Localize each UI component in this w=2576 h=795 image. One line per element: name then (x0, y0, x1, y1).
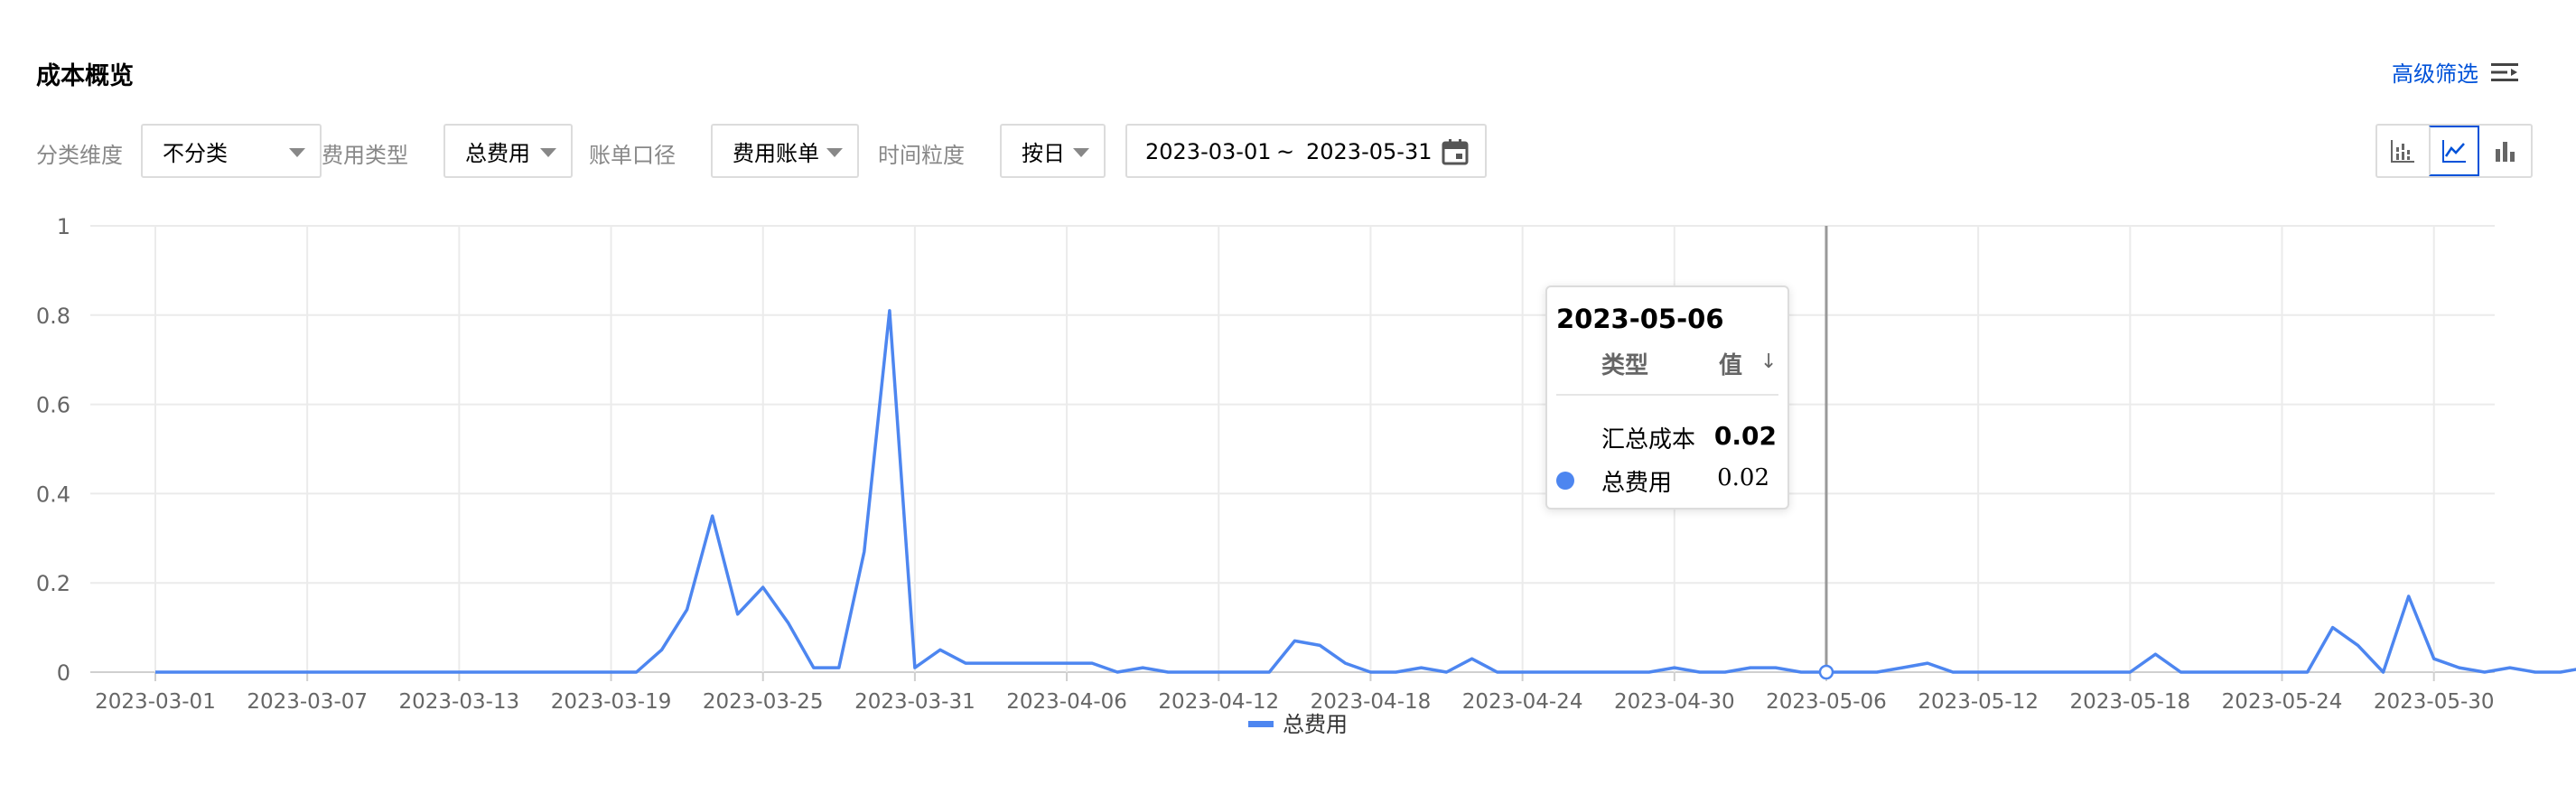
y-tick-label: 0 (57, 660, 70, 686)
x-tick-label: 2023-05-24 (2222, 690, 2343, 714)
chevron-down-icon (289, 148, 305, 157)
fee-type-label: 费用类型 (322, 143, 408, 168)
x-tick-label: 2023-05-12 (1918, 690, 2039, 714)
filter-list-icon (2491, 62, 2518, 81)
date-range-start: 2023-03-01 (1145, 139, 1272, 164)
tooltip-total-label: 汇总成本 (1601, 426, 1696, 454)
bill-caliber-select[interactable]: 费用账单 (711, 124, 859, 178)
tooltip-total-value: 0.02 (1713, 421, 1777, 451)
tooltip-series-label: 总费用 (1601, 470, 1673, 497)
x-tick-label: 2023-04-06 (1006, 690, 1127, 714)
time-granularity-select[interactable]: 按日 (1000, 124, 1106, 178)
chevron-down-icon (826, 148, 843, 157)
tooltip-series-value: 0.02 (1717, 464, 1769, 491)
calendar-icon (1442, 139, 1469, 165)
x-tick-label: 2023-04-24 (1462, 690, 1583, 714)
x-tick-label: 2023-05-30 (2374, 690, 2495, 714)
fee-type-select[interactable]: 总费用 (443, 124, 573, 178)
stacked-bar-view-button[interactable] (2377, 126, 2429, 176)
date-range-end: 2023-05-31 (1306, 139, 1433, 164)
highlight-point (1818, 664, 1834, 680)
stacked-bar-chart-icon (2391, 140, 2415, 163)
bill-caliber-label: 账单口径 (589, 143, 676, 168)
time-granularity-value: 按日 (1022, 140, 1065, 166)
advanced-filter-button[interactable]: 高级筛选 (2392, 56, 2518, 88)
x-tick-label: 2023-03-19 (551, 690, 672, 714)
tooltip-column-value: 值 (1719, 352, 1743, 379)
chevron-down-icon (1073, 148, 1089, 157)
y-tick-label: 1 (57, 214, 70, 239)
sort-arrow-icon[interactable]: ↓ (1760, 351, 1778, 373)
x-tick-label: 2023-04-12 (1158, 690, 1279, 714)
x-tick-label: 2023-03-01 (95, 690, 216, 714)
x-tick-label: 2023-05-18 (2070, 690, 2191, 714)
x-tick-label: 2023-03-13 (399, 690, 520, 714)
x-tick-label: 2023-04-18 (1311, 690, 1432, 714)
line-chart-icon (2442, 140, 2466, 163)
tooltip-divider (1556, 394, 1778, 396)
bill-caliber-value: 费用账单 (733, 140, 819, 166)
y-tick-label: 0.8 (36, 304, 70, 329)
fee-type-value: 总费用 (465, 140, 530, 166)
legend-label: 总费用 (1283, 712, 1348, 737)
y-tick-label: 0.6 (36, 393, 70, 418)
category-dimension-label: 分类维度 (36, 143, 123, 168)
x-tick-label: 2023-04-30 (1614, 690, 1735, 714)
tooltip-date: 2023-05-06 (1556, 304, 1724, 334)
chart-view-switch (2375, 124, 2533, 178)
x-tick-label: 2023-03-07 (247, 690, 368, 714)
series-dot-icon (1556, 472, 1574, 490)
x-tick-label: 2023-03-25 (703, 690, 824, 714)
series-line-总费用 (155, 309, 2576, 674)
y-tick-label: 0.4 (36, 482, 70, 507)
tooltip-column-type: 类型 (1601, 352, 1649, 379)
chart-tooltip: 2023-05-06 类型 值 ↓ 汇总成本 0.02 总费用 0.02 (1545, 285, 1789, 510)
time-granularity-label: 时间粒度 (878, 143, 965, 168)
line-view-button[interactable] (2428, 126, 2480, 176)
x-tick-label: 2023-03-31 (854, 690, 975, 714)
bar-view-button[interactable] (2479, 126, 2531, 176)
legend-swatch (1248, 721, 1274, 727)
date-range-separator: ~ (1276, 139, 1295, 164)
y-tick-label: 0.2 (36, 571, 70, 596)
chevron-down-icon (540, 148, 556, 157)
date-range-picker[interactable]: 2023-03-01 ~ 2023-05-31 (1125, 124, 1487, 178)
category-dimension-value: 不分类 (163, 140, 228, 166)
page-title: 成本概览 (36, 62, 134, 90)
bar-chart-icon (2495, 142, 2515, 162)
advanced-filter-label: 高级筛选 (2392, 61, 2478, 87)
category-dimension-select[interactable]: 不分类 (141, 124, 322, 178)
x-tick-label: 2023-05-06 (1766, 690, 1887, 714)
